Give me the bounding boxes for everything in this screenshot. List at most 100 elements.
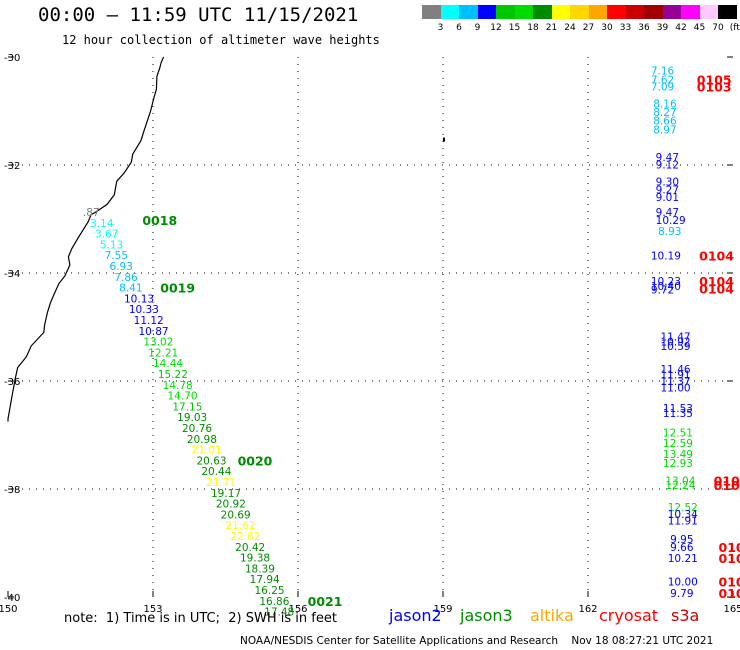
legend-swatch (699, 5, 719, 19)
wave-height-label: 11.12 (134, 315, 164, 327)
wave-height-label: 16.86 (259, 596, 289, 608)
wave-height-label: 8.97 (653, 124, 676, 136)
wave-height-label: 17.94 (250, 574, 280, 586)
wave-height-label: 10.21 (668, 553, 698, 565)
wave-height-label: 11.37 (661, 376, 691, 388)
track-time-label: 0104 (699, 274, 734, 289)
longitude-tick-label: 165 (723, 604, 740, 615)
legend-tick-label: 70 (712, 23, 724, 33)
wave-height-label: 11.00 (661, 382, 691, 394)
legend-swatch (681, 5, 700, 19)
legend-swatch (570, 5, 589, 19)
legend-tick-label: 36 (638, 23, 650, 33)
track-time-label: 0105 (697, 73, 732, 88)
latitude-tick-label: -40 (4, 593, 20, 604)
track-time-label: 010 (719, 551, 740, 566)
legend-tick-label: 12 (490, 23, 502, 33)
legend-tick-label: 18 (527, 23, 539, 33)
longitude-tick-label: 150 (0, 604, 18, 615)
legend-tick-label: 39 (656, 23, 669, 33)
wave-height-label: 9.66 (670, 542, 694, 554)
wave-height-label: 3.14 (90, 218, 114, 230)
legend-swatch (422, 5, 441, 19)
wave-height-label: 14.44 (153, 358, 183, 370)
legend-tick-label: (ft) (729, 23, 740, 33)
legend-swatch (514, 5, 534, 19)
legend-tick-label: 3 (437, 23, 444, 33)
wave-height-label: 9.47 (656, 152, 679, 164)
wave-height-label: 11.35 (663, 408, 693, 420)
wave-height-label: 9.72 (651, 285, 674, 297)
wave-height-label: 12.93 (663, 458, 693, 470)
legend-swatch (644, 5, 663, 19)
wave-height-label: 11.46 (661, 364, 691, 376)
wave-height-label: 14.70 (168, 391, 198, 403)
wave-height-label: 14.78 (163, 380, 193, 392)
wave-height-label: 10.40 (651, 281, 681, 293)
legend-swatch (662, 5, 682, 19)
wave-height-label: 12.52 (668, 502, 698, 514)
legend-tick-label: 45 (693, 23, 706, 33)
legend-tick-label: 30 (601, 23, 613, 33)
wave-height-label: 21.01 (192, 445, 222, 457)
track-time-label: 0103 (714, 478, 740, 493)
legend-swatch (477, 5, 497, 19)
wave-height-label: 20.63 (197, 455, 227, 467)
legend-tick-label: 9 (474, 23, 481, 33)
track-time-label: 0103 (714, 473, 740, 488)
wave-height-label: 17.48 (264, 607, 294, 619)
legend-swatch (718, 5, 737, 19)
wave-height-label: 10.13 (124, 293, 154, 305)
track-time-label: 0104 (699, 249, 734, 264)
wave-height-label: 6.93 (110, 261, 133, 273)
wave-height-label: 7.16 (651, 66, 675, 78)
wave-height-label: 9.01 (656, 192, 679, 204)
wave-height-label: 12.59 (663, 438, 693, 450)
legend-tick-label: 6 (456, 23, 462, 33)
latitude-tick-label: -38 (4, 485, 20, 496)
wave-height-label: 15.22 (158, 369, 188, 381)
map-footer: NOAA/NESDIS Center for Satellite Applica… (240, 635, 714, 647)
wave-height-label: 7.62 (651, 75, 674, 87)
wave-height-label: 12.51 (663, 427, 693, 439)
legend-swatch (496, 5, 515, 19)
wave-height-label: 13.02 (143, 337, 173, 349)
wave-height-label: 7.55 (105, 250, 128, 262)
legend-tick-label: 42 (675, 23, 687, 33)
wave-height-label: 9.95 (670, 534, 693, 546)
legend-swatch (551, 5, 571, 19)
wave-height-label: 9.30 (656, 177, 679, 189)
legend-tick-label: 33 (619, 23, 632, 33)
map-title: 00:00 – 11:59 UTC 11/15/2021 (38, 4, 359, 26)
track-time-label: 0019 (160, 281, 195, 296)
wave-height-label: 12.24 (665, 480, 695, 492)
legend-swatch (588, 5, 608, 19)
wave-height-label: 10.59 (661, 341, 691, 353)
wave-height-label: 10.23 (651, 276, 681, 288)
wave-height-label: 10.19 (651, 251, 681, 263)
wave-height-label: 8.93 (658, 226, 681, 238)
track-time-label: 010 (719, 574, 740, 589)
longitude-tick-label: 159 (433, 604, 452, 615)
legend-tick-label: 24 (564, 23, 576, 33)
wave-height-label: 7.09 (651, 82, 674, 94)
satellite-name-s3a: s3a (671, 606, 700, 625)
track-time-label: 0021 (308, 594, 343, 609)
wave-height-label: 20.42 (235, 542, 265, 554)
longitude-tick-label: 153 (143, 604, 162, 615)
wave-height-label: 9.79 (670, 588, 693, 600)
wave-height-label: 20.69 (221, 509, 251, 521)
satellite-name-altika: altika (530, 606, 574, 625)
longitude-tick-label: 162 (578, 604, 597, 615)
wave-height-label: 11.91 (668, 515, 698, 527)
wave-height-label: 20.44 (201, 466, 231, 478)
latitude-tick-label: -34 (4, 269, 20, 280)
satellite-name-jason2: jason2 (389, 606, 442, 625)
wave-height-label: 20.76 (182, 423, 212, 435)
track-time-label: 010 (719, 540, 740, 555)
map-subtitle: 12 hour collection of altimeter wave hei… (62, 33, 380, 47)
wave-height-label: 21.62 (226, 520, 256, 532)
wave-height-label: 9.12 (656, 159, 679, 171)
legend-tick-label: 21 (545, 23, 558, 33)
